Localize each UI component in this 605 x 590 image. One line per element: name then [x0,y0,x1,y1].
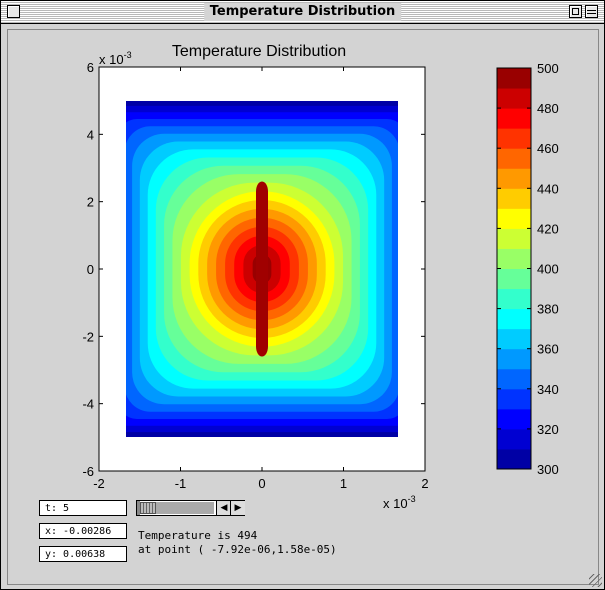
colorbar-tick-label: 500 [537,61,559,76]
status-point: at point ( -7.92e-06,1.58e-05) [138,543,337,556]
colorbar-band [497,368,531,390]
close-box-icon[interactable] [7,5,20,18]
heatmap [126,101,398,437]
colorbar-band [497,168,531,189]
colorbar-tick-label: 380 [537,302,559,317]
window-title: Temperature Distribution [203,3,402,21]
y-tick-label: 0 [87,262,94,277]
colorbar-band [497,128,531,149]
colorbar-tick-label: 320 [537,422,559,437]
colorbar-band [497,108,531,129]
colorbar-tick-label: 360 [537,342,559,357]
x-tick-label: 0 [258,476,265,491]
colorbar-band [497,408,531,430]
colorbar-band [497,228,531,249]
x-tick-label: 1 [340,476,347,491]
y-field[interactable]: y: 0.00638 [39,546,127,562]
colorbar-band [497,348,531,370]
x-scale-label: x 10-3 [383,494,416,511]
x-tick-label: 2 [421,476,428,491]
resize-grip-icon[interactable] [589,574,602,587]
colorbar-band [497,288,531,310]
colorbar-band [497,88,531,109]
time-slider[interactable]: ◀ ▶ [136,500,245,516]
heat-peak-band [256,181,268,357]
colorbar-tick-label: 400 [537,262,559,277]
collapse-box-icon[interactable] [585,5,598,18]
colorbar-band [497,188,531,209]
y-tick-label: 2 [87,195,94,210]
y-tick-label: -6 [82,464,94,479]
y-tick-label: 4 [87,127,94,142]
x-tick-label: -1 [175,476,187,491]
y-tick-label: -4 [82,397,94,412]
colorbar-band [497,68,531,89]
colorbar-band [497,248,531,269]
zoom-box-icon[interactable] [569,5,582,18]
status-temperature: Temperature is 494 [138,529,258,542]
colorbar-band [497,328,531,350]
y-tick-label: 6 [87,60,94,75]
colorbar [497,68,531,470]
slider-right-arrow-icon[interactable]: ▶ [230,501,245,515]
colorbar-band [497,208,531,229]
colorbar-band [497,448,531,470]
colorbar-tick-label: 480 [537,101,559,116]
colorbar-ticks: 500 480 460 440 420 400 380 360 340 320 300 [497,61,559,477]
colorbar-band [497,148,531,169]
slider-fill [137,501,140,515]
x-field[interactable]: x: -0.00286 [39,523,127,539]
x-axis: -2 -1 0 1 2 [93,67,429,491]
t-field[interactable]: t: 5 [39,500,127,516]
colorbar-band [497,388,531,410]
colorbar-band [497,308,531,330]
slider-left-arrow-icon[interactable]: ◀ [216,501,231,515]
slider-thumb[interactable] [140,502,156,514]
slider-track[interactable] [156,502,214,514]
y-tick-label: -2 [82,329,94,344]
y-scale-label: x 10-3 [99,50,132,67]
colorbar-tick-label: 300 [537,462,559,477]
colorbar-tick-label: 460 [537,141,559,156]
title-bar[interactable]: Temperature Distribution [1,1,604,24]
colorbar-tick-label: 440 [537,181,559,196]
x-tick-label: -2 [93,476,105,491]
colorbar-band [497,428,531,450]
colorbar-band [497,268,531,290]
plot-title: Temperature Distribution [172,43,346,60]
y-axis: 6 4 2 0 -2 -4 -6 [82,60,425,479]
colorbar-tick-label: 420 [537,221,559,236]
colorbar-tick-label: 340 [537,382,559,397]
